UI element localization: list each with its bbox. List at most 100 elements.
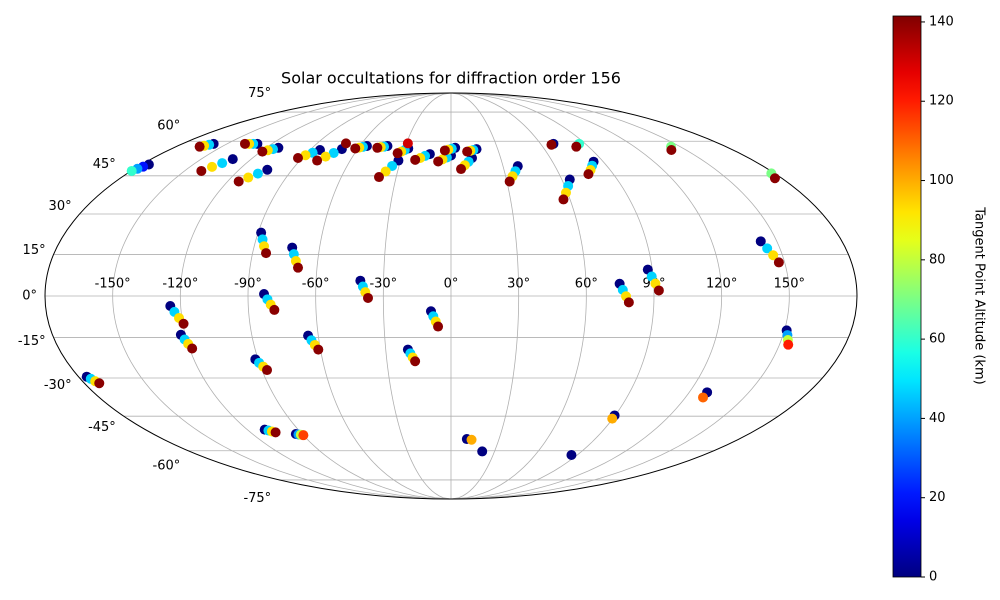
grid-line	[247, 92, 452, 500]
occultation-point	[262, 164, 273, 175]
occultation-point	[293, 152, 303, 163]
occultation-point	[607, 413, 618, 424]
x-tick-label: 120°	[706, 277, 737, 292]
occultation-point	[257, 146, 268, 157]
occultation-point	[583, 169, 594, 180]
occultation-point	[558, 194, 569, 205]
colorbar-tick-label: 140	[929, 14, 954, 29]
occultation-point	[380, 166, 391, 177]
grid-line	[315, 92, 452, 500]
occultation-point	[94, 378, 105, 389]
occultation-point	[363, 292, 373, 303]
occultation-point	[313, 344, 324, 355]
y-tick-label: -75°	[243, 491, 271, 506]
occultation-point	[768, 250, 779, 261]
occultation-point	[320, 151, 331, 162]
x-tick-label: 30°	[507, 277, 530, 292]
colorbar-tick-label: 100	[929, 173, 954, 188]
x-tick-label: -120°	[162, 277, 198, 292]
grid-line	[450, 92, 790, 500]
occultation-point	[666, 145, 677, 156]
occultation-point	[433, 321, 444, 332]
occultation-point	[456, 164, 467, 175]
colorbar-tick-label: 80	[929, 252, 946, 267]
y-tick-label: 15°	[23, 243, 46, 258]
occultation-point	[269, 304, 280, 315]
occultation-point	[410, 154, 421, 165]
map-boundary	[44, 92, 858, 500]
occultation-point	[402, 138, 413, 149]
colorbar	[892, 15, 922, 578]
occultation-point	[546, 139, 557, 150]
occultation-point	[410, 356, 421, 367]
occultation-point	[623, 297, 634, 308]
occultation-point	[243, 172, 254, 183]
y-tick-label: 0°	[22, 289, 37, 304]
occultation-point	[773, 257, 784, 268]
occultation-point	[239, 138, 250, 149]
occultation-point	[126, 165, 137, 176]
occultation-point	[466, 434, 477, 445]
grid-line	[450, 92, 587, 500]
x-tick-label: -150°	[95, 277, 131, 292]
chart-title: Solar occultations for diffraction order…	[281, 69, 621, 88]
occultation-point	[566, 450, 577, 461]
occultation-point	[207, 161, 218, 172]
colorbar-label: Tangent Point Altitude (km)	[972, 206, 987, 384]
occultation-point	[698, 392, 709, 403]
grid-line	[179, 92, 452, 500]
occultation-point	[328, 147, 339, 158]
x-tick-label: 0°	[444, 277, 459, 292]
occultation-point	[571, 141, 582, 152]
y-tick-label: -45°	[88, 420, 116, 435]
occultation-point	[312, 155, 323, 166]
occultation-point	[217, 158, 228, 169]
occultation-point	[233, 176, 244, 187]
x-tick-label: -30°	[369, 277, 397, 292]
y-tick-label: -15°	[18, 334, 46, 349]
occultation-point	[462, 146, 473, 157]
occultation-point	[340, 138, 351, 149]
occultation-point	[783, 339, 794, 350]
occultation-point	[270, 427, 281, 438]
occultation-point	[261, 248, 272, 259]
occultation-point	[350, 143, 361, 154]
occultation-point	[653, 285, 664, 296]
colorbar-tick-label: 120	[929, 94, 954, 109]
colorbar-tick-label: 40	[929, 411, 946, 426]
occultation-point	[298, 430, 309, 441]
x-tick-label: -60°	[302, 277, 330, 292]
occultation-point	[762, 243, 773, 254]
grid-line	[112, 92, 452, 500]
occultation-point	[477, 446, 488, 457]
occultation-point	[769, 173, 780, 184]
occultation-point	[196, 165, 207, 176]
occultation-point	[373, 172, 384, 183]
occultation-point	[504, 176, 515, 187]
y-tick-label: -30°	[44, 378, 72, 393]
occultation-point	[262, 365, 273, 376]
occultation-point	[300, 150, 311, 161]
x-tick-label: 60°	[575, 277, 598, 292]
colorbar-tick-label: 0	[929, 570, 937, 585]
grid-line	[450, 92, 520, 500]
occultation-point	[227, 154, 238, 165]
y-tick-label: 75°	[248, 86, 271, 101]
colorbar-tick-label: 60	[929, 332, 946, 347]
occultation-point	[372, 142, 383, 153]
occultation-point	[755, 236, 766, 247]
occultation-point	[194, 141, 205, 152]
occultation-point	[252, 168, 263, 179]
y-tick-label: 30°	[49, 199, 72, 214]
occultation-point	[439, 145, 450, 156]
x-tick-label: -90°	[234, 277, 262, 292]
y-tick-label: 45°	[93, 157, 116, 172]
colorbar-tick-label: 20	[929, 490, 946, 505]
occultation-point	[433, 156, 444, 167]
occultation-point	[178, 318, 189, 329]
occultation-point	[187, 343, 198, 354]
x-tick-label: 150°	[774, 277, 805, 292]
occultation-point	[392, 148, 403, 159]
y-tick-label: 60°	[157, 119, 180, 134]
